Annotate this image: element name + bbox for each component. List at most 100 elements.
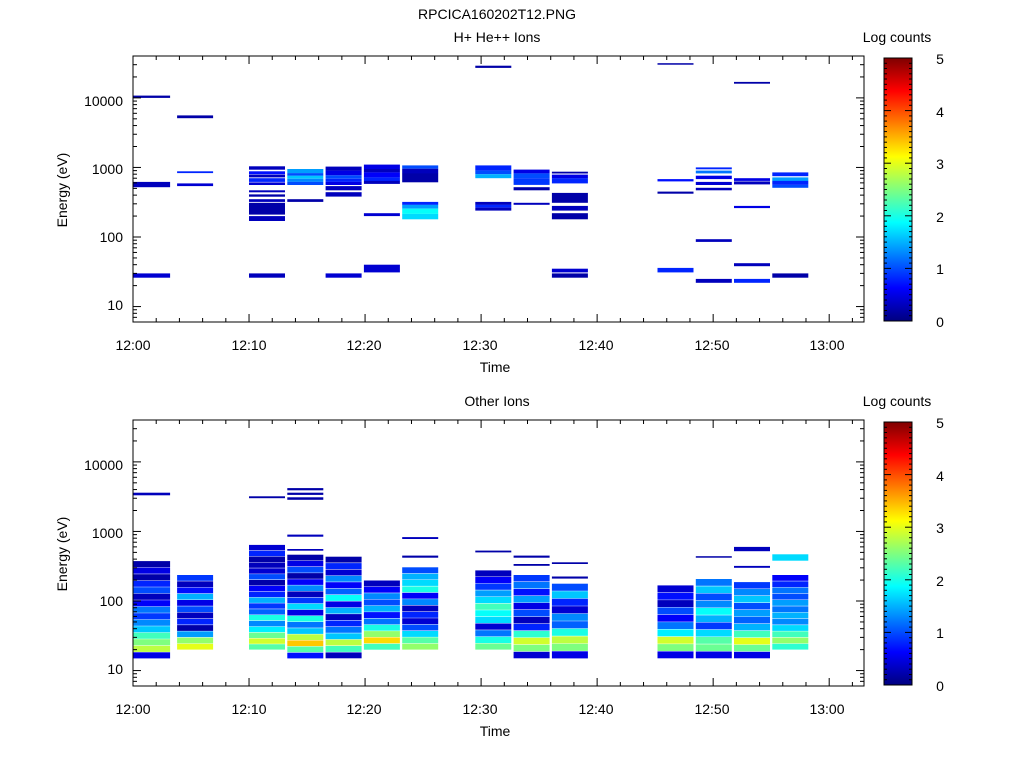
colorbar-tick-label: 4 <box>936 104 944 120</box>
heatmap-cell <box>513 602 550 610</box>
panel-h-he-ions: H+ He++ Ions Log counts Energy (eV) Time… <box>54 29 944 375</box>
y-tick-label: 1000 <box>92 525 123 541</box>
y-tick-label: 10000 <box>84 457 123 473</box>
heatmap-cell <box>177 587 214 594</box>
heatmap-cell <box>657 267 694 273</box>
heatmap-cell <box>657 592 694 600</box>
heatmap-cell <box>287 615 324 622</box>
heatmap-cell <box>657 614 694 622</box>
heatmap-cell <box>287 567 324 573</box>
heatmap-cell <box>657 600 694 607</box>
heatmap-cell <box>772 581 809 588</box>
x-axis-label: Time <box>480 723 511 739</box>
heatmap-cell <box>402 624 439 631</box>
heatmap-cell <box>475 583 512 590</box>
heatmap-cell <box>177 593 214 600</box>
heatmap-cell <box>177 606 214 613</box>
heatmap-cell <box>287 534 324 537</box>
heatmap-cell <box>177 171 214 174</box>
heatmap-cell <box>287 497 324 500</box>
heatmap-cell <box>249 620 285 627</box>
heatmap-cell <box>249 556 285 562</box>
heatmap-cell <box>325 170 362 176</box>
heatmap-cell <box>325 192 362 197</box>
heatmap-cell <box>402 611 439 618</box>
heatmap-cell <box>772 643 809 650</box>
heatmap-cell <box>734 616 770 624</box>
heatmap-cell <box>475 630 512 637</box>
heatmap-cell <box>133 652 171 659</box>
heatmap-cell <box>695 629 732 637</box>
heatmap-cell <box>475 616 512 624</box>
heatmap-cell <box>177 612 214 619</box>
heatmap-cell <box>772 637 809 644</box>
heatmap-cell <box>325 607 362 614</box>
x-tick-labels: 12:00 12:10 12:20 12:30 12:40 12:50 13:0… <box>115 337 844 353</box>
heatmap-cell <box>513 637 550 645</box>
heatmap-cell <box>695 167 732 170</box>
heatmap-cell <box>363 599 400 606</box>
heatmap-cell <box>475 207 512 211</box>
heatmap-cell <box>551 583 588 591</box>
heatmap-cell <box>325 633 362 640</box>
heatmap-cell <box>551 591 588 599</box>
heatmap-cell <box>287 560 324 567</box>
heatmap-cell <box>475 590 512 597</box>
heatmap-cell <box>287 492 324 495</box>
heatmap-cell <box>402 201 439 205</box>
heatmap-cell <box>363 213 400 217</box>
heatmap-cell <box>363 593 400 600</box>
colorbar-tick-label: 1 <box>936 625 944 641</box>
heatmap-cell <box>249 632 285 638</box>
heatmap-cell <box>402 204 439 209</box>
heatmap-cell <box>513 575 550 582</box>
heatmap-cell <box>551 636 588 644</box>
heatmap-cell <box>513 630 550 638</box>
heatmap-cell <box>657 179 694 182</box>
heatmap-cell <box>402 168 439 174</box>
heatmap-cells <box>133 63 809 283</box>
colorbar-tick-label: 0 <box>936 678 944 694</box>
heatmap-cell <box>695 586 732 594</box>
heatmap-cell <box>695 637 732 644</box>
heatmap-cell <box>133 639 171 646</box>
heatmap-cell <box>551 192 588 203</box>
heatmap-cell <box>325 582 362 589</box>
heatmap-cell <box>287 169 324 174</box>
heatmap-cell <box>657 644 694 651</box>
heatmap-cell <box>402 208 439 214</box>
heatmap-cell <box>475 596 512 604</box>
panel-title: H+ He++ Ions <box>454 29 541 45</box>
heatmap-cell <box>325 646 362 652</box>
heatmap-cell <box>133 580 171 587</box>
heatmap-cell <box>325 620 362 627</box>
heatmap-cell <box>772 593 809 600</box>
heatmap-cell <box>402 618 439 625</box>
heatmap-cell <box>513 582 550 589</box>
heatmap-cell <box>475 603 512 610</box>
heatmap-cell <box>133 587 171 594</box>
heatmap-cell <box>551 213 588 220</box>
y-axis-label: Energy (eV) <box>54 517 70 592</box>
x-tick-label: 12:30 <box>462 701 497 717</box>
heatmap-cell <box>513 169 550 174</box>
heatmap-cell <box>177 631 214 638</box>
heatmap-cell <box>695 239 732 242</box>
heatmap-cell <box>133 95 171 98</box>
heatmap-cell <box>475 577 512 584</box>
heatmap-cell <box>325 186 362 191</box>
heatmap-cell <box>363 177 400 181</box>
heatmap-cell <box>695 556 732 558</box>
heatmap-cell <box>177 183 214 187</box>
y-tick-label: 100 <box>100 229 124 245</box>
heatmap-cell <box>325 595 362 601</box>
heatmap-cell <box>551 562 588 564</box>
heatmap-cell <box>772 631 809 638</box>
heatmap-cell <box>551 205 588 211</box>
heatmap-cell <box>287 181 324 185</box>
colorbar-ticks <box>884 57 912 322</box>
heatmap-cell <box>249 190 285 193</box>
x-axis-label: Time <box>480 359 511 375</box>
heatmap-cell <box>734 205 770 209</box>
